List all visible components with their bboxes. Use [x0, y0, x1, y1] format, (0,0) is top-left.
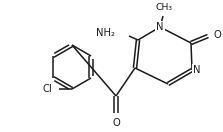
Text: N: N	[156, 22, 164, 32]
Text: O: O	[213, 30, 221, 40]
Text: Cl: Cl	[42, 84, 52, 94]
Text: O: O	[112, 118, 120, 128]
Text: N: N	[193, 65, 200, 75]
Text: NH₂: NH₂	[96, 28, 115, 38]
Text: CH₃: CH₃	[155, 3, 173, 12]
